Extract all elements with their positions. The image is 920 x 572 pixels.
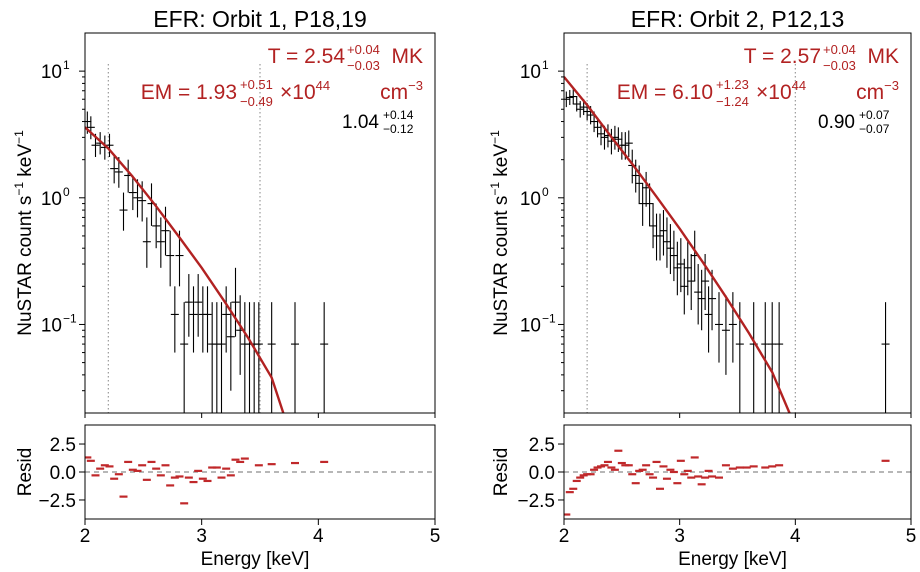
emission-measure-scale: ×1044 [756,78,806,104]
temperature-annotation: T = 2.54 [268,45,346,68]
ratio-annotation: 0.90 [818,112,855,133]
main-axes-frame [84,32,436,414]
emission-measure-unit: cm−3 [380,78,423,104]
y-axis-label: NuSTAR count s−1 keV−1 [488,130,512,336]
ratio-lower-error: −0.12 [383,122,414,136]
resid-y-tick-label: 2.5 [529,435,555,456]
y-tick-exponent: −1 [63,311,77,325]
model-curve [564,76,791,413]
main-axes-frame [563,32,912,414]
resid-y-axis-label: Resid [15,448,36,497]
y-tick-label: 10 [520,189,541,210]
y-tick-label: 10 [520,315,541,336]
resid-y-tick-label: −2.5 [517,491,555,512]
y-tick-exponent: 0 [542,185,549,199]
x-tick-label: 2 [559,526,570,547]
emission-measure-scale: ×1044 [280,78,330,104]
temperature-lower-error: −0.03 [823,58,856,73]
chart-title: EFR: Orbit 1, P18,19 [153,6,366,32]
y-tick-exponent: −1 [542,311,556,325]
x-axis-label: Energy [keV] [678,549,787,570]
y-tick-exponent: 1 [63,58,70,72]
y-tick-label: 10 [41,189,62,210]
y-tick-exponent: 1 [542,58,549,72]
emission-measure-lower-error: −0.49 [240,94,273,109]
temperature-unit: MK [392,45,424,68]
chart-title: EFR: Orbit 2, P12,13 [631,6,844,32]
temperature-unit: MK [868,45,900,68]
emission-measure-upper-error: +1.23 [716,77,749,92]
y-tick-label: 10 [41,315,62,336]
y-axis-label: NuSTAR count s−1 keV−1 [12,130,36,336]
emission-measure-lower-error: −1.24 [716,94,749,109]
residuals [564,449,890,516]
model-curve [85,126,285,413]
emission-measure-unit: cm−3 [856,78,899,104]
ratio-lower-error: −0.07 [859,122,890,136]
x-tick-label: 4 [790,526,801,547]
temperature-lower-error: −0.03 [347,58,380,73]
temperature-upper-error: +0.04 [823,42,856,57]
resid-y-tick-label: −2.5 [38,491,76,512]
y-tick-label: 10 [520,62,541,83]
x-axis-label: Energy [keV] [201,549,310,570]
data-points [85,111,329,413]
x-tick-label: 4 [313,526,324,547]
x-tick-label: 5 [430,526,441,547]
ratio-annotation: 1.04 [342,112,379,133]
residuals [85,456,329,505]
temperature-upper-error: +0.04 [347,42,380,57]
emission-measure-annotation: EM = 1.93 [141,81,237,104]
x-tick-label: 3 [196,526,207,547]
resid-y-tick-label: 0.0 [50,463,76,484]
ratio-upper-error: +0.07 [859,108,890,122]
emission-measure-upper-error: +0.51 [240,77,273,92]
resid-y-tick-label: 2.5 [50,435,76,456]
y-tick-label: 10 [41,62,62,83]
ratio-upper-error: +0.14 [383,108,414,122]
y-tick-exponent: 0 [63,185,70,199]
temperature-annotation: T = 2.57 [744,45,821,68]
x-tick-label: 3 [674,526,685,547]
resid-y-axis-label: Resid [491,448,512,497]
resid-y-tick-label: 0.0 [529,463,555,484]
x-tick-label: 2 [80,526,91,547]
x-tick-label: 5 [906,526,917,547]
emission-measure-annotation: EM = 6.10 [617,81,713,104]
